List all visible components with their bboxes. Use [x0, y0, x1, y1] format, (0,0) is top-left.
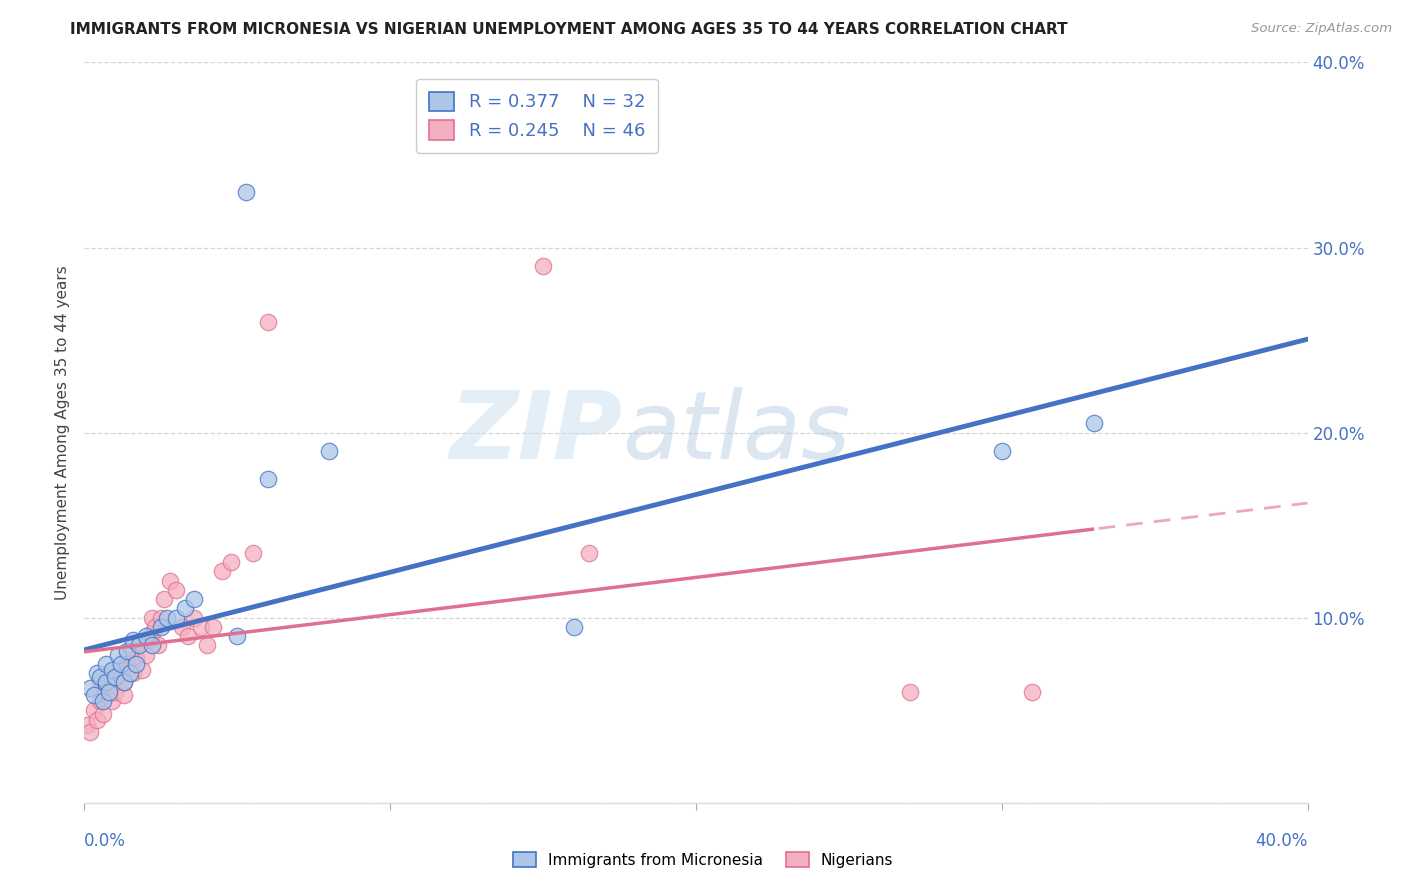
Point — [101, 663, 124, 677]
Text: 0.0%: 0.0% — [84, 832, 127, 850]
Point — [125, 657, 148, 671]
Point — [898, 685, 921, 699]
Point — [101, 694, 124, 708]
Point — [128, 639, 150, 653]
Point — [172, 620, 194, 634]
Point — [153, 592, 176, 607]
Point — [97, 681, 120, 695]
Point — [79, 725, 101, 739]
Point — [79, 681, 101, 695]
Point — [97, 685, 120, 699]
Point — [174, 601, 197, 615]
Point — [219, 555, 242, 569]
Point — [110, 663, 132, 677]
Point — [149, 610, 172, 624]
Point — [89, 670, 111, 684]
Point — [141, 610, 163, 624]
Point — [138, 632, 160, 647]
Point — [135, 648, 157, 662]
Point — [122, 632, 145, 647]
Point — [115, 644, 138, 658]
Point — [190, 620, 212, 634]
Point — [76, 718, 98, 732]
Point — [107, 648, 129, 662]
Point — [578, 546, 600, 560]
Point — [94, 657, 117, 671]
Text: Source: ZipAtlas.com: Source: ZipAtlas.com — [1251, 22, 1392, 36]
Point — [149, 620, 172, 634]
Point — [235, 185, 257, 199]
Point — [94, 675, 117, 690]
Legend: R = 0.377    N = 32, R = 0.245    N = 46: R = 0.377 N = 32, R = 0.245 N = 46 — [416, 78, 658, 153]
Point — [104, 685, 127, 699]
Point — [86, 666, 108, 681]
Text: atlas: atlas — [623, 387, 851, 478]
Point — [195, 639, 218, 653]
Point — [146, 639, 169, 653]
Point — [165, 610, 187, 624]
Text: IMMIGRANTS FROM MICRONESIA VS NIGERIAN UNEMPLOYMENT AMONG AGES 35 TO 44 YEARS CO: IMMIGRANTS FROM MICRONESIA VS NIGERIAN U… — [70, 22, 1069, 37]
Point — [107, 670, 129, 684]
Point — [89, 675, 111, 690]
Point — [257, 314, 280, 328]
Point — [94, 689, 117, 703]
Point — [143, 620, 166, 634]
Point — [211, 565, 233, 579]
Point — [991, 444, 1014, 458]
Point — [115, 657, 138, 671]
Point — [83, 689, 105, 703]
Point — [156, 610, 179, 624]
Text: ZIP: ZIP — [450, 386, 623, 479]
Point — [318, 444, 340, 458]
Point — [112, 675, 135, 690]
Point — [112, 675, 135, 690]
Point — [242, 546, 264, 560]
Point — [86, 713, 108, 727]
Point — [97, 666, 120, 681]
Point — [165, 582, 187, 597]
Text: 40.0%: 40.0% — [1256, 832, 1308, 850]
Point — [1021, 685, 1043, 699]
Y-axis label: Unemployment Among Ages 35 to 44 years: Unemployment Among Ages 35 to 44 years — [55, 265, 70, 600]
Legend: Immigrants from Micronesia, Nigerians: Immigrants from Micronesia, Nigerians — [506, 846, 900, 873]
Point — [91, 706, 114, 721]
Point — [201, 620, 224, 634]
Point — [257, 472, 280, 486]
Point — [531, 259, 554, 273]
Point — [183, 610, 205, 624]
Point — [131, 663, 153, 677]
Point — [104, 670, 127, 684]
Point — [110, 657, 132, 671]
Point — [226, 629, 249, 643]
Point — [83, 703, 105, 717]
Point — [141, 625, 163, 640]
Point — [183, 592, 205, 607]
Point — [91, 694, 114, 708]
Point — [112, 689, 135, 703]
Point — [89, 694, 111, 708]
Point — [159, 574, 181, 588]
Point — [120, 666, 142, 681]
Point — [128, 639, 150, 653]
Point — [141, 639, 163, 653]
Point — [177, 629, 200, 643]
Point — [562, 620, 585, 634]
Point — [122, 666, 145, 681]
Point — [120, 648, 142, 662]
Point — [125, 651, 148, 665]
Point — [1083, 417, 1105, 431]
Point — [135, 629, 157, 643]
